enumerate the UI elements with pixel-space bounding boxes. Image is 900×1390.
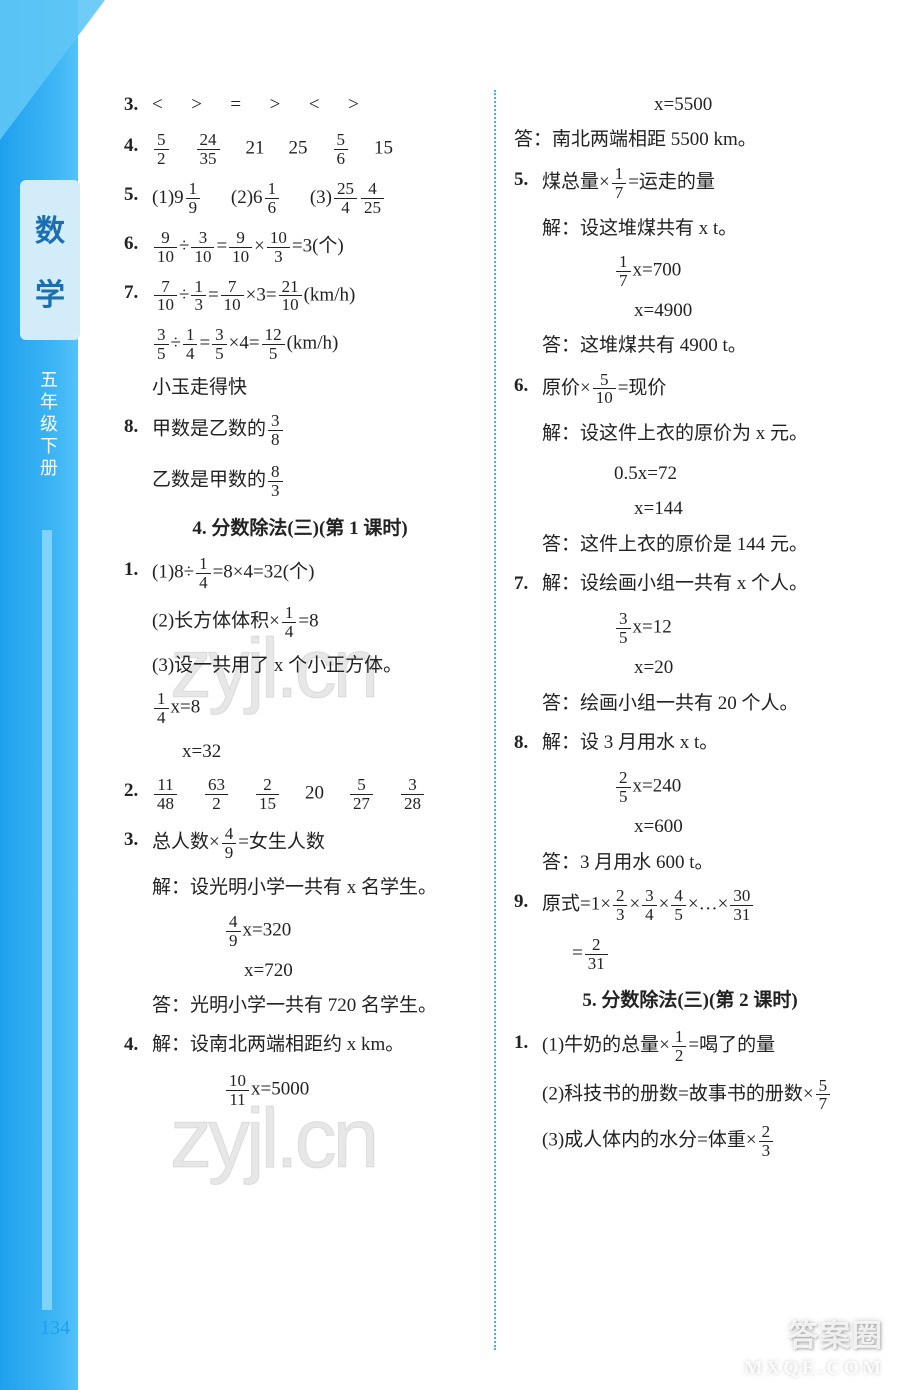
q4: 4. 解：设南北两端相距约 x km。 <box>124 1030 476 1059</box>
page: 数 学 五年级下册 134 zyjl.cn zyjl.cn 3. < > = >… <box>0 0 900 1390</box>
r8eq2: x=600 <box>634 812 866 841</box>
r8: 8. 解：设 3 月用水 x t。 <box>514 728 866 757</box>
section-title-b: 5. 分数除法(三)(第 2 课时) <box>514 986 866 1015</box>
left-item-4: 4. 52243521255615 <box>124 131 476 168</box>
spine-stripe <box>42 530 52 1310</box>
footer-line2: MXQE.COM <box>744 1357 884 1380</box>
r6: 6. 原价×510=现价 <box>514 371 866 408</box>
q1-2: (2)长方体体积×14=8 <box>152 604 476 641</box>
r8ans: 答：3 月用水 600 t。 <box>542 848 866 877</box>
q3eq1: 49x=320 <box>224 913 476 950</box>
r5: 5. 煤总量×17=运走的量 <box>514 165 866 202</box>
q1-3: (3)设一共用了 x 个小正方体。 <box>152 651 476 680</box>
l5-body: (1)919 (2)616 (3)254425 <box>152 180 476 217</box>
left-item-5: 5. (1)919 (2)616 (3)254425 <box>124 180 476 217</box>
r9: 9. 原式=1×23×34×45×…×3031 <box>514 887 866 924</box>
footer-watermark: 答案圈 MXQE.COM <box>744 1311 884 1380</box>
left-item-6: 6. 910÷310=910×103=3(个) <box>124 229 476 266</box>
r6eq1: 0.5x=72 <box>614 459 866 488</box>
q1-eq1: 14x=8 <box>152 690 476 727</box>
grade-label: 五年级下册 <box>35 370 61 480</box>
left-item-3: 3. < > = > < > <box>124 90 476 119</box>
q4eq: 1011x=5000 <box>224 1072 476 1109</box>
q1-eq2: x=32 <box>182 737 476 766</box>
r7ans: 答：绘画小组一共有 20 个人。 <box>542 689 866 718</box>
r9b: =231 <box>572 936 866 973</box>
section-title-a: 4. 分数除法(三)(第 1 课时) <box>124 514 476 543</box>
r5eq1: 17x=700 <box>614 253 866 290</box>
l3-body: < > = > < > <box>152 90 476 119</box>
r5ans: 答：这堆煤共有 4900 t。 <box>542 331 866 360</box>
r6b: 解：设这件上衣的原价为 x 元。 <box>542 419 866 448</box>
r5b: 解：设这堆煤共有 x t。 <box>542 214 866 243</box>
q3ans: 答：光明小学一共有 720 名学生。 <box>152 991 476 1020</box>
q1: 1. (1)8÷14=8×4=32(个) <box>124 555 476 592</box>
q3eq2: x=720 <box>244 956 476 985</box>
r6ans: 答：这件上衣的原价是 144 元。 <box>542 530 866 559</box>
l7c: 小玉走得快 <box>152 373 476 402</box>
right-column: x=5500 答：南北两端相距 5500 km。 5. 煤总量×17=运走的量 … <box>500 90 880 1350</box>
q3: 3. 总人数×49=女生人数 <box>124 825 476 862</box>
r-top-ans: 答：南北两端相距 5500 km。 <box>514 125 866 154</box>
r5eq2: x=4900 <box>634 296 866 325</box>
r8eq1: 25x=240 <box>614 769 866 806</box>
subject-char-1: 数 <box>35 206 65 250</box>
r-top-eq: x=5500 <box>654 90 866 119</box>
column-divider <box>494 90 496 1350</box>
l4-body: 52243521255615 <box>152 131 476 168</box>
left-item-8: 8. 甲数是乙数的38 <box>124 412 476 449</box>
subject-char-2: 学 <box>35 270 65 314</box>
s1-3: (3)成人体内的水分=体重×23 <box>542 1123 866 1160</box>
l7b: 35÷14=35×4=125(km/h) <box>152 326 476 363</box>
content-area: 3. < > = > < > 4. 52243521255615 5. (1)9… <box>110 90 880 1350</box>
r7: 7. 解：设绘画小组一共有 x 个人。 <box>514 569 866 598</box>
left-item-7: 7. 710÷13=710×3=2110(km/h) <box>124 278 476 315</box>
l8b: 乙数是甲数的83 <box>152 463 476 500</box>
subject-box: 数 学 <box>20 180 80 340</box>
r7eq1: 35x=12 <box>614 610 866 647</box>
footer-line1: 答案圈 <box>788 1311 884 1355</box>
q3b: 解：设光明小学一共有 x 名学生。 <box>152 873 476 902</box>
s1-2: (2)科技书的册数=故事书的册数×57 <box>542 1077 866 1114</box>
left-column: 3. < > = > < > 4. 52243521255615 5. (1)9… <box>110 90 490 1350</box>
q2: 2. 114863221520527328 <box>124 776 476 813</box>
r7eq2: x=20 <box>634 653 866 682</box>
r6eq2: x=144 <box>634 494 866 523</box>
s1: 1. (1)牛奶的总量×12=喝了的量 <box>514 1028 866 1065</box>
page-number: 134 <box>40 1317 70 1340</box>
